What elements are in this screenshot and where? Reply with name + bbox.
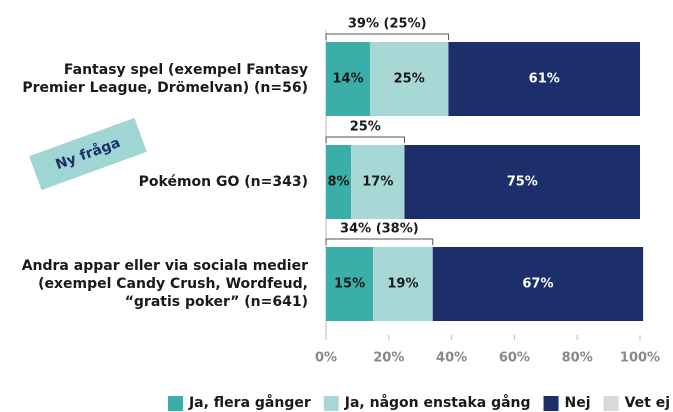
x-tick-label: 20% — [373, 351, 404, 366]
bracket — [325, 238, 434, 245]
bar-segment — [326, 247, 374, 321]
category-label: Pokémon GO (n=343) — [138, 174, 308, 190]
category-label: Andra appar eller via sociala medier (ex… — [21, 258, 308, 310]
value-label: 17% — [362, 175, 393, 190]
x-tick-label: 0% — [315, 351, 337, 366]
value-label: 14% — [332, 72, 363, 87]
bracket — [325, 136, 405, 143]
legend-swatch — [167, 396, 183, 411]
legend-label: Nej — [565, 395, 591, 411]
x-tick-label: 80% — [562, 351, 593, 366]
legend-label: Vet ej — [625, 395, 670, 411]
legend-label: Ja, någon enstaka gång — [344, 394, 531, 411]
value-label: 67% — [522, 277, 553, 292]
x-tick-label: 60% — [499, 351, 530, 366]
legend-swatch — [323, 396, 339, 411]
value-label: 25% — [394, 72, 425, 87]
legend-label: Ja, flera gånger — [188, 394, 311, 411]
bar-segment — [351, 145, 405, 219]
bar-segment — [326, 42, 370, 116]
value-label: 15% — [334, 277, 365, 292]
value-label: 19% — [387, 277, 418, 292]
bar-segment — [432, 247, 644, 321]
legend-swatch — [603, 396, 619, 411]
bracket — [325, 33, 449, 40]
annotation: 39% (25%) — [348, 17, 427, 32]
bar-segment — [373, 247, 433, 321]
bar-segment — [369, 42, 449, 116]
legend-swatch — [543, 396, 559, 411]
value-label: 8% — [328, 175, 350, 190]
x-tick-label: 100% — [620, 351, 660, 366]
value-label: 75% — [507, 175, 538, 190]
bar-segment — [448, 42, 640, 116]
x-tick-label: 40% — [436, 351, 467, 366]
annotation: 25% — [350, 120, 381, 135]
category-label: Fantasy spel (exempel Fantasy Premier Le… — [22, 62, 308, 96]
annotation: 34% (38%) — [340, 222, 419, 237]
value-label: 61% — [529, 72, 560, 87]
bar-segment — [404, 145, 640, 219]
bar-segment — [326, 145, 352, 219]
